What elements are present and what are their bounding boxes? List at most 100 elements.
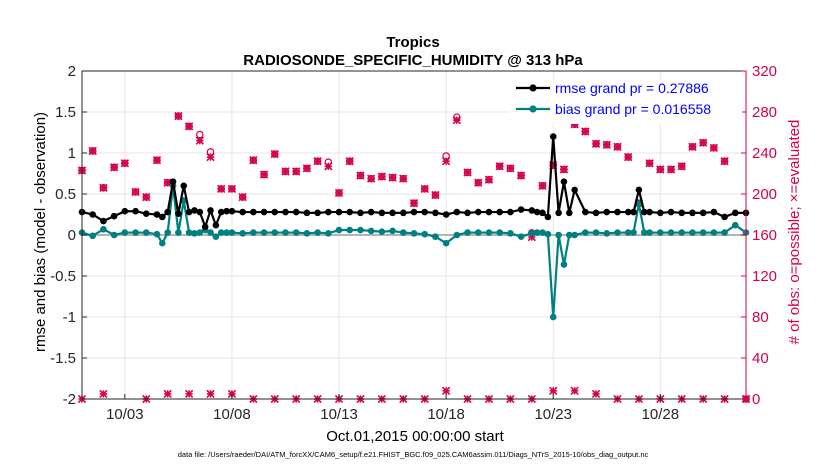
obs-evaluated-point [88, 146, 97, 156]
bias-point [303, 230, 311, 237]
obs-evaluated-point [109, 163, 119, 172]
obs-evaluated-point [206, 152, 215, 162]
obs-evaluated-point [184, 389, 194, 399]
obs-evaluated-point [516, 171, 526, 180]
obs-evaluated-point [281, 167, 290, 176]
rmse-point [185, 208, 193, 216]
rmse-point [212, 221, 220, 229]
bias-point [335, 226, 343, 234]
obs-evaluated-point [302, 164, 312, 173]
chart-title: Tropics [386, 34, 439, 51]
bias-point [217, 229, 225, 236]
obs-evaluated-point [441, 386, 451, 395]
bias-point [699, 229, 707, 236]
rmse-point [624, 208, 632, 216]
bias-point [657, 229, 664, 236]
bias-point [357, 226, 364, 234]
x-tick-label: 10/18 [427, 406, 465, 423]
obs-evaluated-point [570, 386, 579, 395]
rmse-point [180, 182, 188, 190]
plot-data [77, 99, 751, 404]
rmse-point [191, 207, 198, 214]
obs-evaluated-point [313, 157, 322, 166]
obs-evaluated-point [227, 184, 237, 194]
y-left-tick-label: -2 [63, 391, 76, 408]
bias-point [533, 229, 541, 236]
obs-evaluated-point [174, 111, 183, 121]
rmse-point [153, 211, 161, 218]
obs-evaluated-point [206, 389, 215, 399]
obs-evaluated-point [184, 122, 194, 131]
bias-point [517, 233, 525, 240]
bias-point [549, 313, 557, 321]
bias-point [565, 231, 573, 239]
rmse-point [565, 209, 573, 217]
bias-point [640, 229, 648, 236]
rmse-point [357, 209, 364, 217]
rmse-point [421, 208, 429, 216]
y-left-tick-label: -1.5 [50, 350, 76, 367]
rmse-point [464, 209, 471, 217]
rmse-point [517, 206, 525, 213]
y-left-tick-label: 0 [68, 227, 76, 244]
left-axis: 2 1.5 1 0.5 0 -0.5 -1 -1.5 -2 [50, 63, 87, 408]
bias-point [175, 229, 182, 236]
obs-evaluated-point [720, 157, 729, 166]
bias-point [153, 230, 161, 238]
obs-evaluated-point [624, 152, 633, 162]
obs-evaluated-point [474, 178, 483, 187]
bias-point [539, 229, 546, 236]
obs-evaluated-point [131, 187, 140, 197]
obs-evaluated-point [142, 192, 151, 202]
y-left-tick-label: 1.5 [55, 104, 76, 121]
x-tick-label: 10/03 [106, 406, 144, 423]
rmse-point [121, 207, 129, 215]
rmse-point [223, 207, 230, 215]
obs-evaluated-point [452, 116, 462, 125]
obs-evaluated-point [463, 168, 472, 177]
rmse-point [389, 209, 396, 217]
bottom-axis: 10/03 10/08 10/13 10/18 10/23 10/28 [106, 394, 679, 423]
obs-evaluated-point [677, 162, 686, 171]
obs-evaluated-point [581, 127, 590, 136]
bias-point [191, 230, 198, 237]
bias-point [555, 231, 562, 239]
bias-point [228, 229, 236, 236]
rmse-point [699, 209, 707, 217]
y-right-tick-label: 160 [752, 227, 777, 244]
bias-point [239, 230, 246, 237]
rmse-point [175, 210, 182, 217]
bias-point [185, 229, 193, 236]
rmse-point [507, 208, 514, 216]
bias-point [603, 230, 611, 237]
bias-point [507, 230, 514, 237]
obs-evaluated-point [345, 157, 354, 166]
rmse-point [142, 210, 150, 217]
rmse-point [710, 208, 718, 216]
rmse-point [571, 186, 578, 194]
bias-point [142, 229, 150, 236]
x-axis-label: Oct.01,2015 00:00:00 start [326, 428, 504, 445]
x-tick-label: 10/08 [213, 406, 251, 423]
rmse-point [432, 209, 439, 217]
bias-point [389, 227, 396, 235]
y-right-tick-label: 320 [752, 63, 777, 80]
bias-point [630, 229, 637, 236]
obs-evaluated-point [602, 140, 611, 149]
bias-point [421, 230, 429, 238]
rmse-point [640, 208, 648, 216]
legend: rmse grand pr = 0.27886 bias grand pr = … [510, 80, 742, 124]
obs-possible-point [196, 130, 204, 139]
y-right-tick-label: 40 [752, 350, 769, 367]
bias-point [592, 229, 600, 236]
obs-evaluated-point [688, 142, 697, 152]
obs-evaluated-point [506, 164, 515, 173]
rmse-point [201, 223, 209, 231]
rmse-point [314, 209, 321, 217]
bias-point [474, 229, 482, 236]
obs-evaluated-point [431, 190, 440, 200]
rmse-point [207, 207, 214, 214]
obs-evaluated-point [591, 139, 601, 148]
rmse-point [496, 208, 503, 216]
rmse-point [292, 208, 300, 216]
